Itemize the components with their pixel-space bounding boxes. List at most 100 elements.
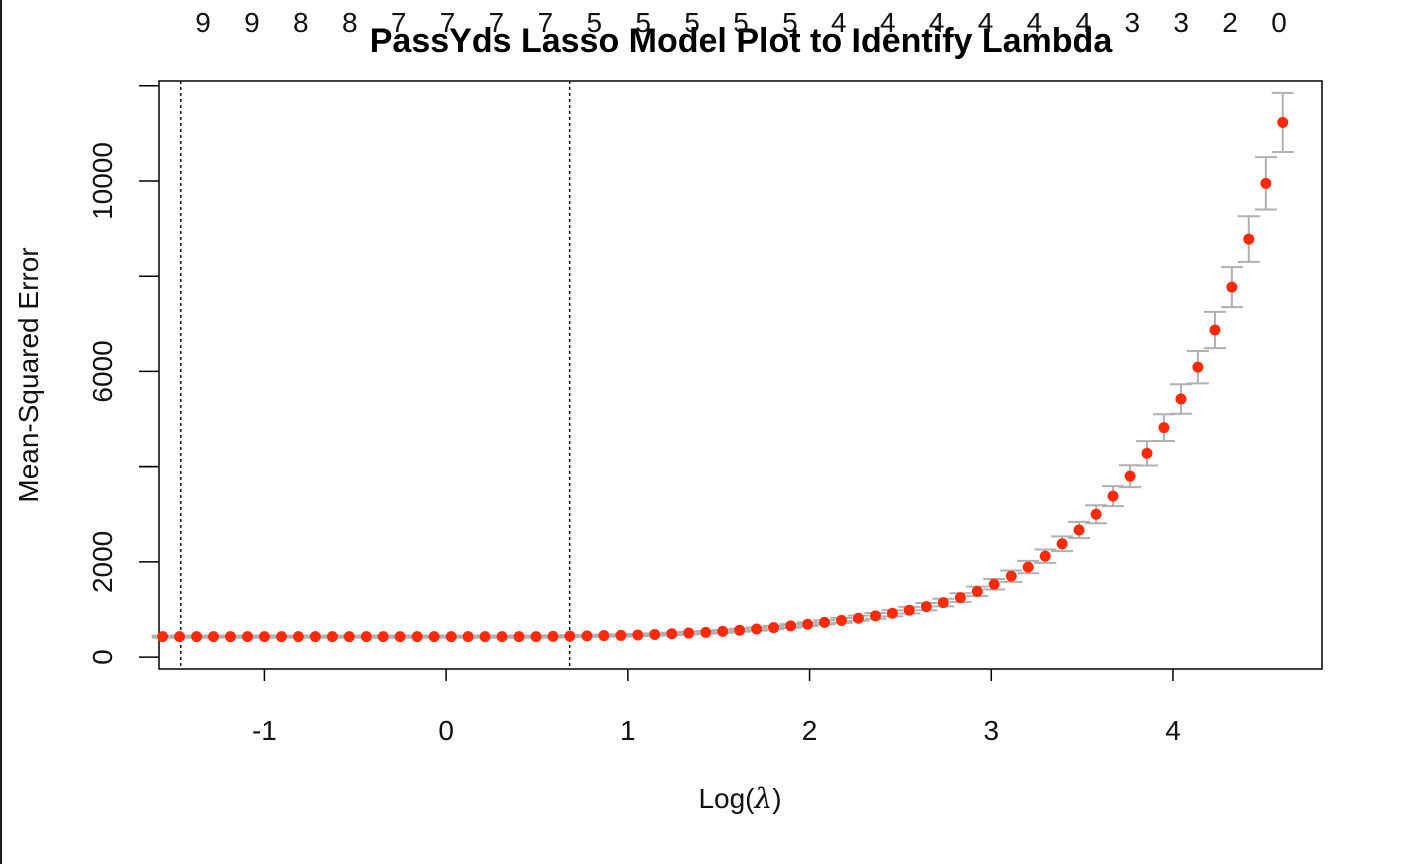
data-point [292,631,304,643]
data-point [1107,490,1119,502]
data-point [411,631,423,643]
y-tick-label: 0 [87,649,118,665]
x-tick-label: 2 [802,715,818,746]
y-axis-title: Mean-Squared Error [13,247,44,502]
data-point [513,631,525,643]
y-tick-label: 10000 [87,142,118,220]
lambda-reference-lines [180,81,571,669]
data-points [157,116,1289,643]
data-point [971,585,983,597]
data-point [818,616,830,628]
top-axis-label: 0 [1271,7,1287,38]
data-point [174,631,186,643]
data-point [1090,508,1102,520]
x-axis: -1 0 1 2 3 4 [252,669,1181,746]
data-point [1056,538,1068,550]
top-axis-label: 2 [1222,7,1238,38]
top-axis-label: 7 [489,7,505,38]
x-tick-label: 4 [1165,715,1181,746]
data-point [275,631,287,643]
data-point [683,627,695,639]
top-axis-label: 5 [782,7,798,38]
data-point [615,629,627,641]
y-tick-label: 2000 [87,531,118,593]
data-point [1073,524,1085,536]
x-axis-title-prefix: Log( [698,783,755,814]
chart-title: PassYds Lasso Model Plot to Identify Lam… [370,22,1114,60]
top-axis-label: 7 [538,7,554,38]
data-point [1158,422,1170,434]
data-point [734,624,746,636]
top-axis-label: 4 [1076,7,1092,38]
data-point [886,607,898,619]
data-point [598,630,610,642]
x-axis-title: Log(λ) [698,782,781,815]
data-point [326,631,338,643]
data-point [836,614,848,626]
data-point [224,631,236,643]
data-point [870,610,882,622]
data-point [988,578,1000,590]
top-axis-label: 8 [293,7,309,38]
data-point [937,597,949,609]
data-point [360,631,372,643]
data-point [1039,550,1051,562]
data-point [496,631,508,643]
top-axis-label: 7 [440,7,456,38]
top-axis-label: 3 [1173,7,1189,38]
top-axis-label: 4 [880,7,896,38]
top-axis-label: 5 [635,7,651,38]
top-axis-label: 4 [1027,7,1043,38]
data-point [377,631,389,643]
y-tick-label: 6000 [87,340,118,402]
data-point [700,626,712,638]
data-point [632,629,644,641]
data-point [241,631,253,643]
x-axis-title-suffix: ) [772,783,781,814]
data-point [1277,116,1289,128]
data-point [1022,561,1034,573]
x-tick-label: 1 [620,715,636,746]
data-point [1141,447,1153,459]
title-group: PassYds Lasso Model Plot to Identify Lam… [370,22,1114,60]
data-point [1175,393,1187,405]
x-tick-label: -1 [252,715,277,746]
top-axis-labels: 9 9 8 8 7 7 7 7 5 5 5 5 5 4 4 4 4 4 4 3 3 2 0 [195,7,1287,38]
top-axis-label: 4 [929,7,945,38]
data-point [428,631,440,643]
data-point [802,618,814,630]
data-point [258,631,270,643]
top-axis-label: 8 [342,7,358,38]
data-point [717,625,729,637]
data-point [157,631,169,643]
data-point [309,631,321,643]
top-axis-label: 9 [195,7,211,38]
data-point [208,631,220,643]
data-point [954,592,966,604]
top-axis-label: 5 [586,7,602,38]
data-point [1260,177,1272,189]
top-axis-label: 5 [733,7,749,38]
data-point [564,630,576,642]
data-point [479,631,491,643]
data-point [445,631,457,643]
top-axis-label: 4 [831,7,847,38]
x-axis-title-symbol: λ [753,782,772,815]
data-point [1226,281,1238,293]
data-point [1192,361,1204,373]
y-axis: 0 2000 6000 10000 [87,85,159,665]
data-point [581,630,593,642]
x-tick-label: 0 [438,715,454,746]
top-axis-label: 7 [391,7,407,38]
top-axis-label: 3 [1124,7,1140,38]
data-point [649,628,661,640]
error-bars [151,91,1294,639]
data-point [785,620,797,632]
data-point [1124,470,1136,482]
data-point [343,631,355,643]
data-point [903,604,915,616]
plot-area-border [158,80,1323,670]
x-tick-label: 3 [983,715,999,746]
